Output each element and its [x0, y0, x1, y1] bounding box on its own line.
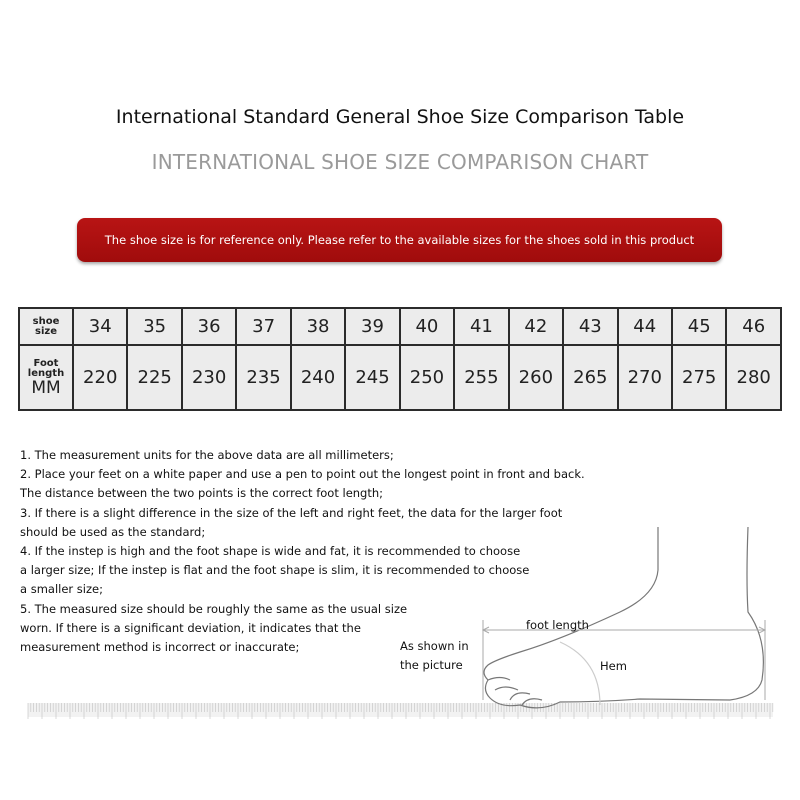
- foot-length-label: foot length: [526, 618, 589, 632]
- size-table: shoe size 34 35 36 37 38 39 40 41 42 43 44 45 46 Foot…: [18, 306, 782, 411]
- banner-text: The shoe size is for reference only. Ple…: [104, 233, 695, 247]
- foot-length-cell: 240: [289, 344, 347, 411]
- note-line: should be used as the standard;: [20, 524, 206, 539]
- shoe-size-cell: 46: [725, 306, 782, 347]
- foot-length-cell: 220: [71, 344, 129, 411]
- header-text: shoe: [32, 315, 60, 327]
- foot-outline: [483, 526, 764, 709]
- shoe-size-cell: 45: [670, 306, 728, 347]
- header-text: length: [27, 367, 65, 379]
- shoe-size-row: shoe size 34 35 36 37 38 39 40 41 42 43 44 45 46: [18, 306, 782, 347]
- unit-text: MM: [31, 377, 61, 398]
- foot-length-cell: 230: [180, 344, 238, 411]
- foot-length-arrow: [481, 620, 767, 700]
- foot-length-row: Foot length MM 220 225 230 235 240 245 250 255 260…: [18, 344, 782, 411]
- ruler: [27, 703, 774, 719]
- reference-notice-banner: The shoe size is for reference only. Ple…: [77, 218, 722, 262]
- note-line: 5. The measured size should be roughly t…: [20, 601, 408, 616]
- header-text: Foot: [33, 357, 59, 369]
- note-line: The distance between the two points is t…: [20, 486, 384, 501]
- as-shown-label-1: As shown in: [400, 639, 469, 653]
- page-title: International Standard General Shoe Size…: [115, 106, 685, 128]
- shoe-size-cell: 41: [453, 306, 510, 347]
- shoe-size-cell: 39: [344, 306, 401, 347]
- foot-length-cell: 280: [725, 344, 782, 411]
- note-line: 3. If there is a slight difference in th…: [20, 505, 563, 520]
- shoe-size-cell: 37: [235, 306, 292, 347]
- note-line: worn. If there is a significant deviatio…: [20, 620, 361, 635]
- foot-length-cell: 260: [507, 344, 565, 411]
- foot-length-cell: 275: [670, 344, 728, 411]
- shoe-size-cell: 36: [180, 306, 238, 347]
- shoe-size-cell: 43: [562, 306, 619, 347]
- shoe-size-cell: 42: [507, 306, 565, 347]
- shoe-size-cell: 40: [398, 306, 456, 347]
- foot-length-cell: 265: [562, 344, 619, 411]
- foot-length-header: Foot length MM: [18, 344, 74, 411]
- header-text: size: [35, 325, 57, 337]
- note-line: 1. The measurement units for the above d…: [20, 448, 394, 462]
- note-line: 2. Place your feet on a white paper and …: [20, 467, 585, 482]
- note-line: 4. If the instep is high and the foot sh…: [20, 544, 521, 559]
- note-line: a larger size; If the instep is flat and…: [20, 563, 530, 578]
- shoe-size-cell: 34: [71, 306, 129, 347]
- foot-length-cell: 245: [344, 344, 401, 411]
- foot-length-cell: 255: [453, 344, 510, 411]
- foot-length-cell: 235: [235, 344, 292, 411]
- note-line: measurement method is incorrect or inacc…: [20, 640, 300, 655]
- shoe-size-cell: 35: [126, 306, 183, 347]
- shoe-size-cell: 44: [616, 306, 673, 347]
- foot-length-cell: 250: [398, 344, 456, 411]
- foot-length-cell: 270: [616, 344, 673, 411]
- note-line: a smaller size;: [20, 582, 103, 597]
- shoe-size-header: shoe size: [18, 306, 74, 347]
- foot-length-cell: 225: [126, 344, 183, 411]
- as-shown-label-2: the picture: [400, 658, 463, 672]
- measurement-notes: 1. The measurement units for the above d…: [20, 446, 585, 657]
- hem-label: Hem: [600, 659, 627, 673]
- page-subtitle: INTERNATIONAL SHOE SIZE COMPARISON CHART: [151, 150, 649, 174]
- shoe-size-cell: 38: [289, 306, 347, 347]
